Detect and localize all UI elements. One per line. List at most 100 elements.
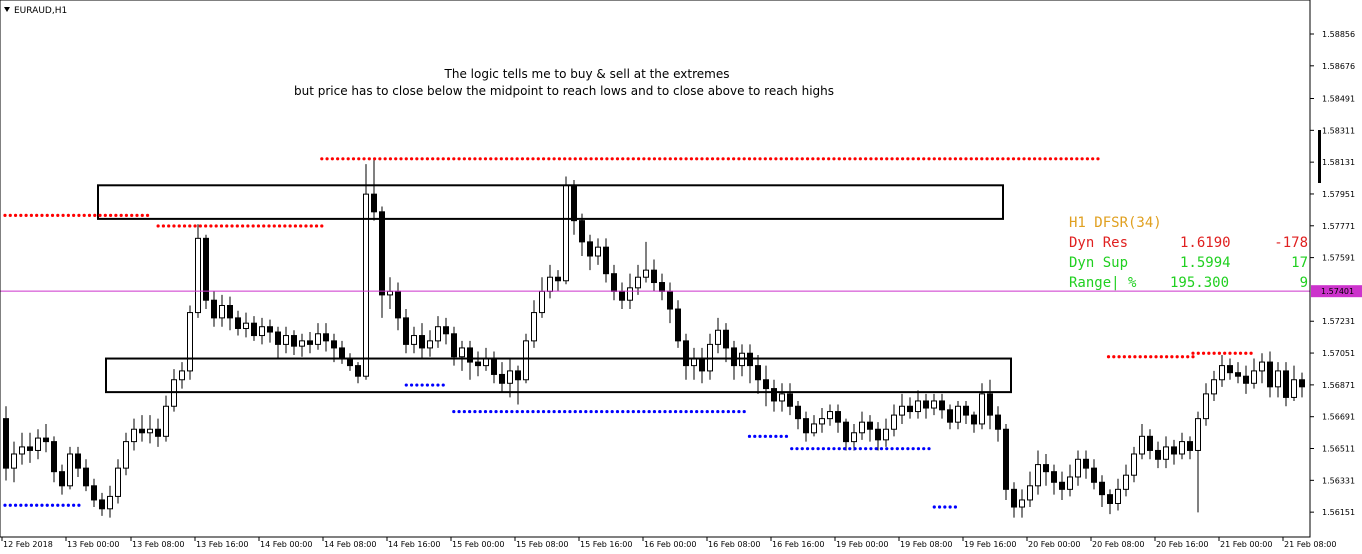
resistance-dot xyxy=(605,157,609,161)
support-dot xyxy=(584,409,588,414)
bull-candle xyxy=(435,326,441,342)
bull-candle xyxy=(67,453,73,487)
resistance-dot xyxy=(885,157,889,161)
x-tick-label: 15 Feb 16:00 xyxy=(580,540,632,549)
support-dot xyxy=(753,434,757,438)
support-dot xyxy=(441,383,445,387)
y-tick-label: 1.58676 xyxy=(1322,62,1355,71)
resistance-dot xyxy=(578,157,583,161)
resistance-dot xyxy=(874,157,878,161)
y-tick-label: 1.56331 xyxy=(1322,476,1355,485)
resistance-dot xyxy=(710,157,715,161)
x-tick-label: 14 Feb 16:00 xyxy=(388,540,440,549)
dfsr-res-pips: -178 xyxy=(1274,235,1308,251)
resistance-dot xyxy=(483,157,488,161)
zoom-bar[interactable] xyxy=(1318,130,1321,183)
resistance-dot xyxy=(72,213,76,217)
bull-candle xyxy=(1291,379,1297,398)
resistance-dot xyxy=(1165,355,1169,359)
resistance-dot xyxy=(1186,355,1190,359)
support-dot xyxy=(50,503,55,507)
bull-candle xyxy=(547,276,553,292)
resistance-dot xyxy=(320,157,324,161)
support-dot xyxy=(436,383,440,387)
y-tick-label: 1.57951 xyxy=(1322,190,1355,199)
support-dot xyxy=(13,503,18,507)
bear-candle xyxy=(659,282,665,292)
y-tick-label: 1.56691 xyxy=(1322,413,1355,422)
support-dot xyxy=(864,447,868,451)
resistance-dot xyxy=(1201,351,1206,355)
bear-candle xyxy=(59,471,65,487)
support-dot xyxy=(457,409,461,414)
resistance-dot xyxy=(853,157,857,161)
resistance-dot xyxy=(373,157,377,161)
support-dot xyxy=(890,447,894,451)
dfsr-res-label: Dyn Res xyxy=(1069,235,1128,251)
resistance-dot xyxy=(1001,157,1005,161)
bull-candle xyxy=(1139,435,1145,455)
support-dot xyxy=(906,447,910,451)
resistance-dot xyxy=(1027,157,1031,161)
bull-candle xyxy=(35,437,41,451)
support-dot xyxy=(515,409,519,414)
bull-candle xyxy=(147,428,153,434)
resistance-dot xyxy=(13,213,18,217)
bull-candle xyxy=(11,453,17,469)
resistance-dot xyxy=(357,157,361,161)
resistance-dot xyxy=(45,213,49,217)
bull-candle xyxy=(931,400,937,409)
support-dot xyxy=(705,409,709,414)
resistance-dot xyxy=(684,157,688,161)
x-tick-label: 19 Feb 00:00 xyxy=(836,540,888,549)
bear-candle xyxy=(763,379,769,390)
price-zone-box[interactable] xyxy=(97,184,1004,220)
resistance-dot xyxy=(82,213,86,217)
price-zone-box[interactable] xyxy=(105,357,1012,394)
support-dot xyxy=(615,409,620,414)
support-dot xyxy=(879,447,884,451)
support-dot xyxy=(689,409,694,414)
x-tick-label: 13 Feb 08:00 xyxy=(132,540,184,549)
resistance-dot xyxy=(589,157,593,161)
support-dot xyxy=(72,503,76,507)
support-dot xyxy=(795,447,799,451)
support-dot xyxy=(473,409,477,414)
bear-candle xyxy=(475,361,481,367)
resistance-dot xyxy=(689,157,694,161)
bull-candle xyxy=(531,312,537,342)
scroll-marker[interactable] xyxy=(1318,130,1321,183)
resistance-dot xyxy=(1143,355,1148,359)
resistance-dot xyxy=(568,157,572,161)
resistance-dot xyxy=(330,157,334,161)
bear-candle xyxy=(395,290,401,319)
support-dot xyxy=(404,383,408,387)
bear-candle xyxy=(1227,365,1233,374)
resistance-dot xyxy=(19,213,23,217)
support-dot xyxy=(40,503,44,507)
resistance-dot xyxy=(1128,355,1132,359)
symbol-label-group[interactable]: EURAUD,H1 xyxy=(4,6,67,16)
support-dot xyxy=(573,409,577,414)
resistance-dot xyxy=(673,157,678,161)
support-dot xyxy=(626,409,630,414)
resistance-dot xyxy=(462,157,466,161)
resistance-dot xyxy=(753,157,757,161)
x-tick-label: 20 Feb 08:00 xyxy=(1092,540,1144,549)
resistance-dot xyxy=(56,213,60,217)
bull-candle xyxy=(819,418,825,425)
resistance-dot xyxy=(805,157,810,161)
bull-candle xyxy=(539,290,545,314)
support-dot xyxy=(758,434,762,438)
bull-candle xyxy=(1251,370,1257,384)
resistance-dot xyxy=(378,157,382,161)
resistance-dot xyxy=(362,157,366,161)
support-dot xyxy=(710,409,715,414)
support-dot xyxy=(869,447,873,451)
symbol-label[interactable]: EURAUD,H1 xyxy=(14,6,67,16)
resistance-dot xyxy=(1217,351,1221,355)
dropdown-triangle-icon[interactable] xyxy=(4,7,10,12)
support-dot xyxy=(431,383,435,387)
resistance-dot xyxy=(420,157,424,161)
